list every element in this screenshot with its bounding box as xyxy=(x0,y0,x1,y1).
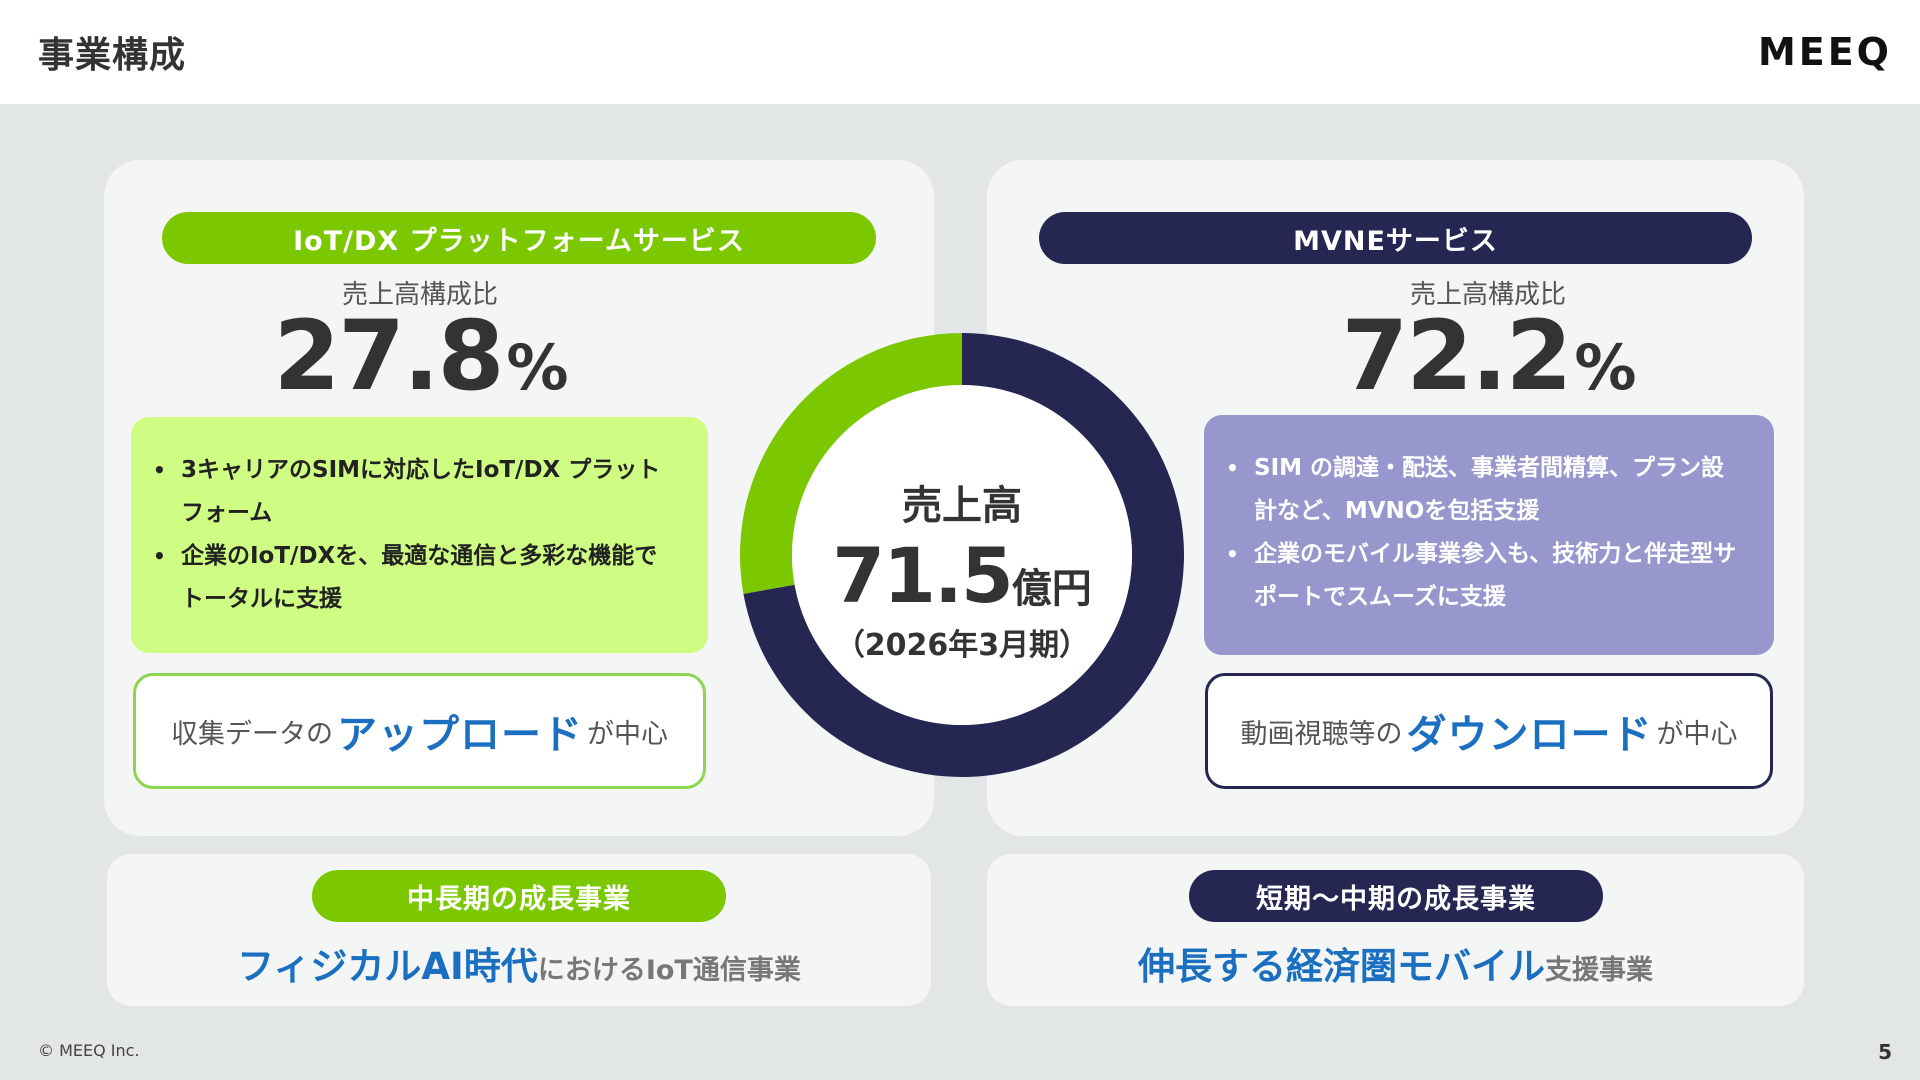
revenue-value: 71.5億円 xyxy=(812,531,1112,620)
copyright: © MEEQ Inc. xyxy=(38,1041,140,1060)
short-mid-term-pill: 短期〜中期の成長事業 xyxy=(1189,870,1603,922)
page-title: 事業構成 xyxy=(38,35,187,76)
short-mid-term-text: 伸長する経済圏モバイル支援事業 xyxy=(987,936,1804,990)
donut-hole xyxy=(792,385,1132,725)
revenue-number: 71.5 xyxy=(832,531,1014,620)
upload-focus-emphasis: アップロード xyxy=(337,712,583,758)
mid-long-term-suffix: におけるIoT通信事業 xyxy=(537,955,801,986)
revenue-donut-chart: 売上高 71.5億円 （2026年3月期） xyxy=(740,333,1184,777)
donut-slice-iot-dx xyxy=(740,333,962,594)
iot-dx-bullet-2: 企業のIoT/DXを、最適な通信と多彩な機能でトータルに支援 xyxy=(153,535,678,621)
short-mid-term-card: 短期〜中期の成長事業 伸長する経済圏モバイル支援事業 xyxy=(987,854,1804,1006)
right-ratio-number: 72.2 xyxy=(1341,300,1573,412)
left-ratio-label: 売上高構成比 xyxy=(341,280,498,310)
download-focus-emphasis: ダウンロード xyxy=(1406,712,1653,758)
mvne-bullet-2: 企業のモバイル事業参入も、技術力と伴走型サポートでスムーズに支援 xyxy=(1226,533,1744,619)
short-mid-term-suffix: 支援事業 xyxy=(1545,955,1653,986)
mvne-bullet-1: SIM の調達・配送、事業者間精算、プラン設計など、MVNOを包括支援 xyxy=(1226,447,1744,533)
right-ratio-label: 売上高構成比 xyxy=(1409,280,1566,310)
download-focus-box: 動画視聴等の ダウンロード が中心 xyxy=(1205,673,1773,789)
meeq-logo: MEEQ xyxy=(1757,30,1892,74)
mobile-economy-emphasis: 伸長する経済圏モバイル xyxy=(1138,945,1545,988)
revenue-unit: 億円 xyxy=(1011,566,1092,612)
mvne-service-pill: MVNEサービス xyxy=(1039,212,1752,264)
right-ratio-value: 72.2% xyxy=(1318,300,1658,412)
left-ratio-number: 27.8 xyxy=(273,300,505,412)
revenue-period: （2026年3月期） xyxy=(834,628,1090,663)
header: 事業構成 MEEQ xyxy=(0,0,1920,104)
left-ratio-value: 27.8% xyxy=(250,300,590,412)
donut-center-text: 売上高 71.5億円 （2026年3月期） xyxy=(812,473,1112,664)
upload-focus-prefix: 収集データの xyxy=(171,718,333,750)
iot-dx-description-box: 3キャリアのSIMに対応したIoT/DX プラットフォーム 企業のIoT/DXを… xyxy=(131,417,708,653)
right-ratio-unit: % xyxy=(1574,331,1636,404)
download-focus-suffix: が中心 xyxy=(1656,718,1738,750)
upload-focus-box: 収集データの アップロード が中心 xyxy=(133,673,706,789)
left-ratio-unit: % xyxy=(506,331,568,404)
download-focus-prefix: 動画視聴等の xyxy=(1240,718,1403,750)
physical-ai-emphasis: フィジカルAI時代 xyxy=(237,945,538,988)
revenue-label: 売上高 xyxy=(902,483,1022,529)
mid-long-term-text: フィジカルAI時代におけるIoT通信事業 xyxy=(107,936,931,990)
iot-dx-bullet-1: 3キャリアのSIMに対応したIoT/DX プラットフォーム xyxy=(153,449,678,535)
mid-long-term-card: 中長期の成長事業 フィジカルAI時代におけるIoT通信事業 xyxy=(107,854,931,1006)
mid-long-term-pill: 中長期の成長事業 xyxy=(312,870,726,922)
donut-svg xyxy=(740,333,1184,777)
mvne-description-box: SIM の調達・配送、事業者間精算、プラン設計など、MVNOを包括支援 企業のモ… xyxy=(1204,415,1774,655)
page-number: 5 xyxy=(1878,1040,1892,1064)
upload-focus-suffix: が中心 xyxy=(587,718,668,750)
iot-dx-service-pill: IoT/DX プラットフォームサービス xyxy=(162,212,876,264)
